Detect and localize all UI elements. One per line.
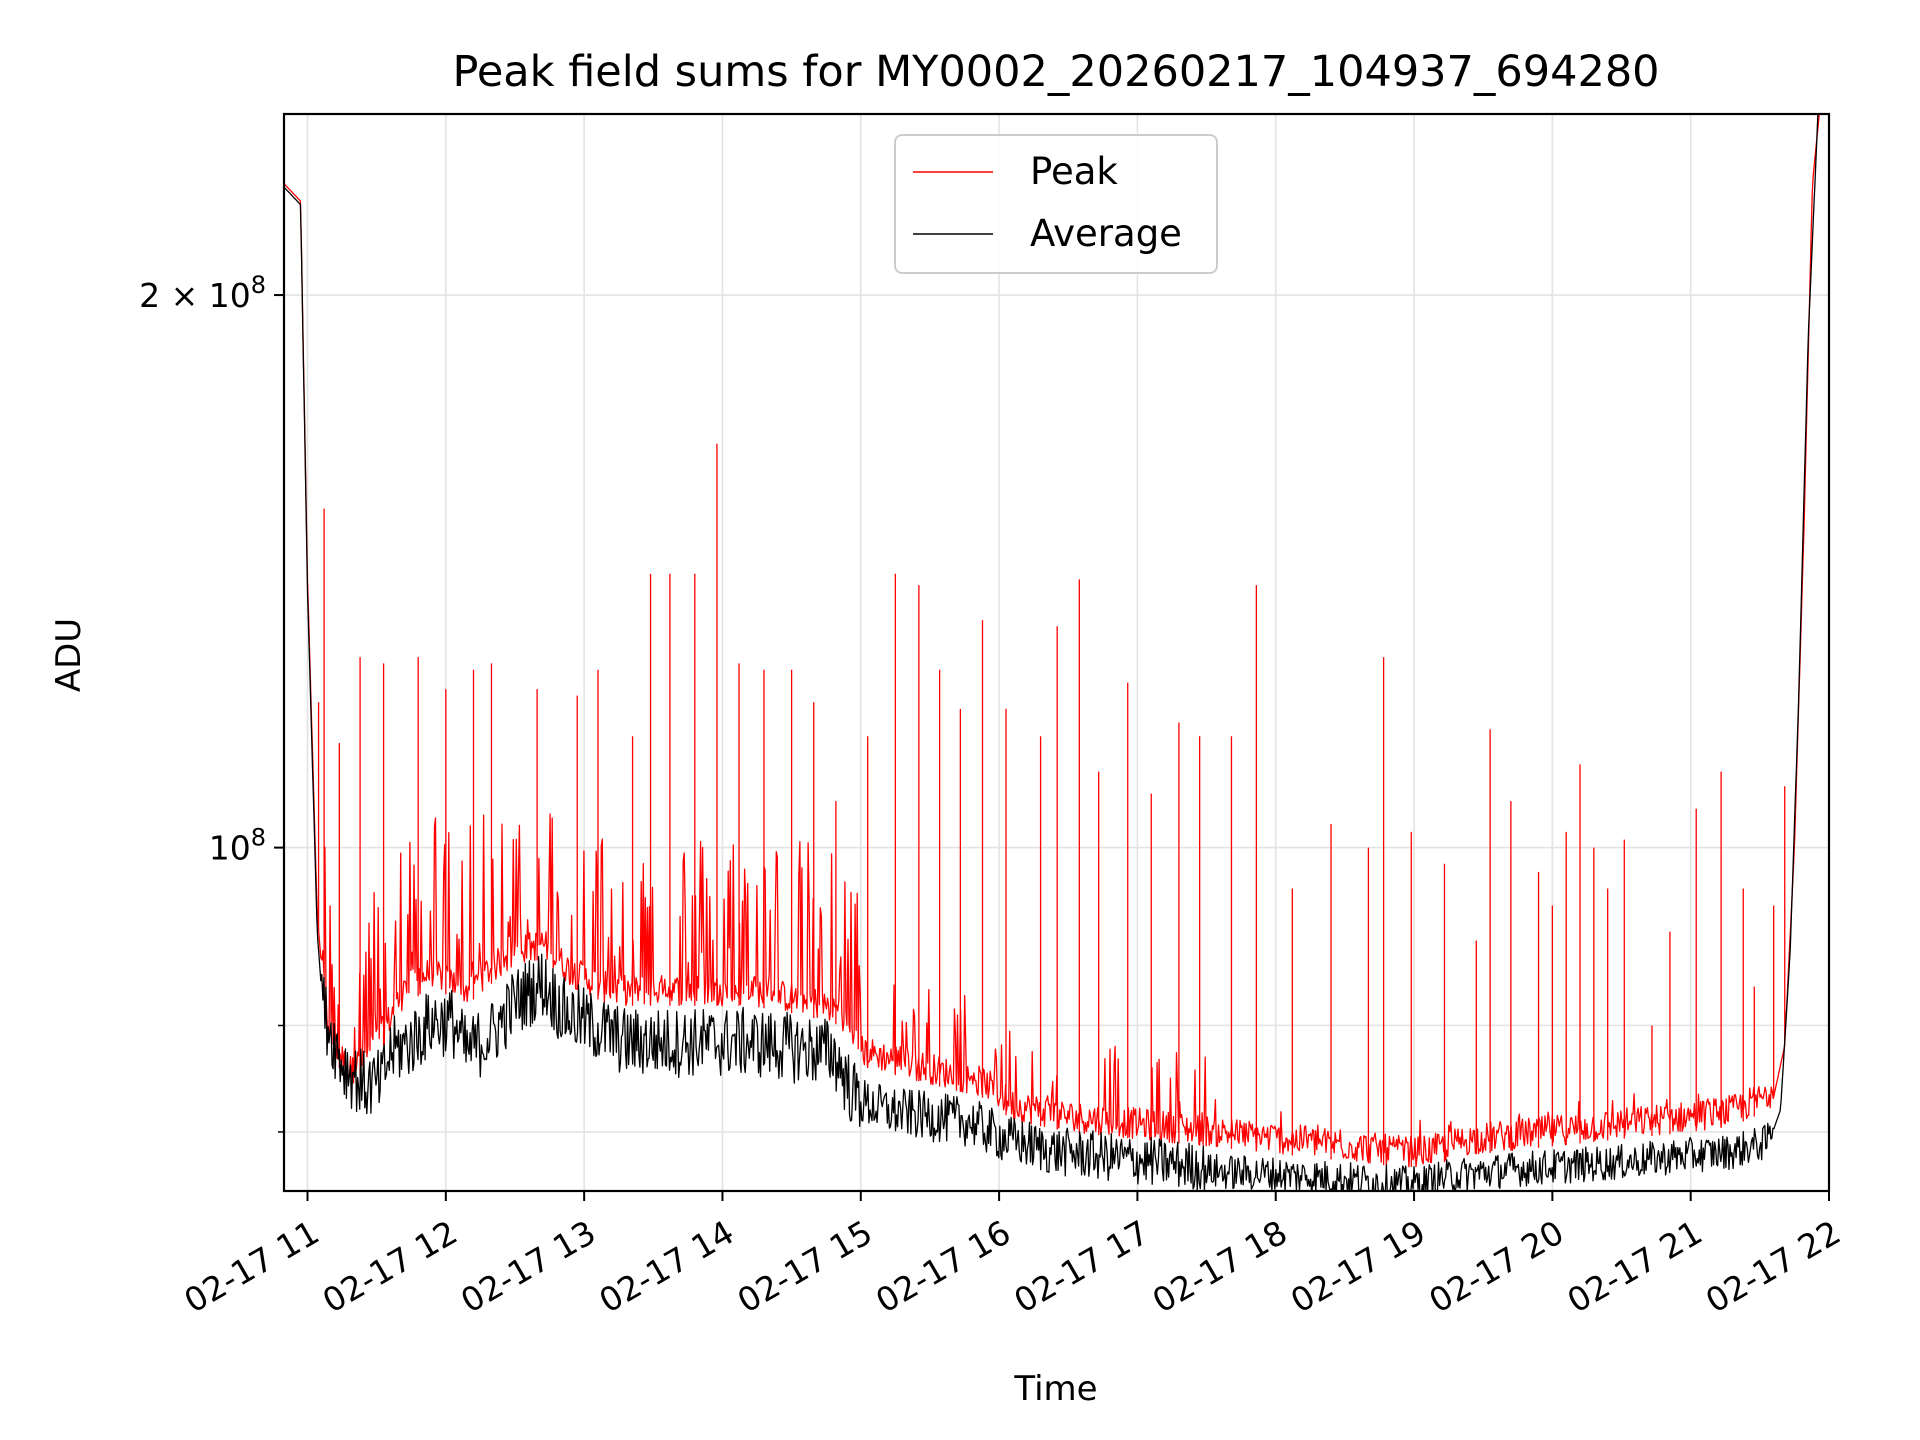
series-line-peak (284, 114, 1820, 1168)
legend-label-peak: Peak (1030, 150, 1118, 193)
legend-label-average: Average (1030, 212, 1182, 255)
series-layer (284, 114, 1820, 1191)
x-axis-label: Time (1013, 1369, 1097, 1409)
y-axis-label: ADU (49, 618, 89, 692)
y-axis: 108 2 × 108 (139, 271, 284, 1133)
chart-title: Peak field sums for MY0002_20260217_1049… (452, 47, 1659, 97)
legend-box (894, 134, 1218, 274)
legend: Peak Average (894, 134, 1218, 274)
y-tick-label: 108 (209, 824, 266, 868)
y-tick-label: 2 × 108 (139, 271, 266, 315)
series-line-average (284, 114, 1819, 1191)
plot-frame (282, 112, 1831, 1193)
grid-lines (284, 114, 1830, 1191)
